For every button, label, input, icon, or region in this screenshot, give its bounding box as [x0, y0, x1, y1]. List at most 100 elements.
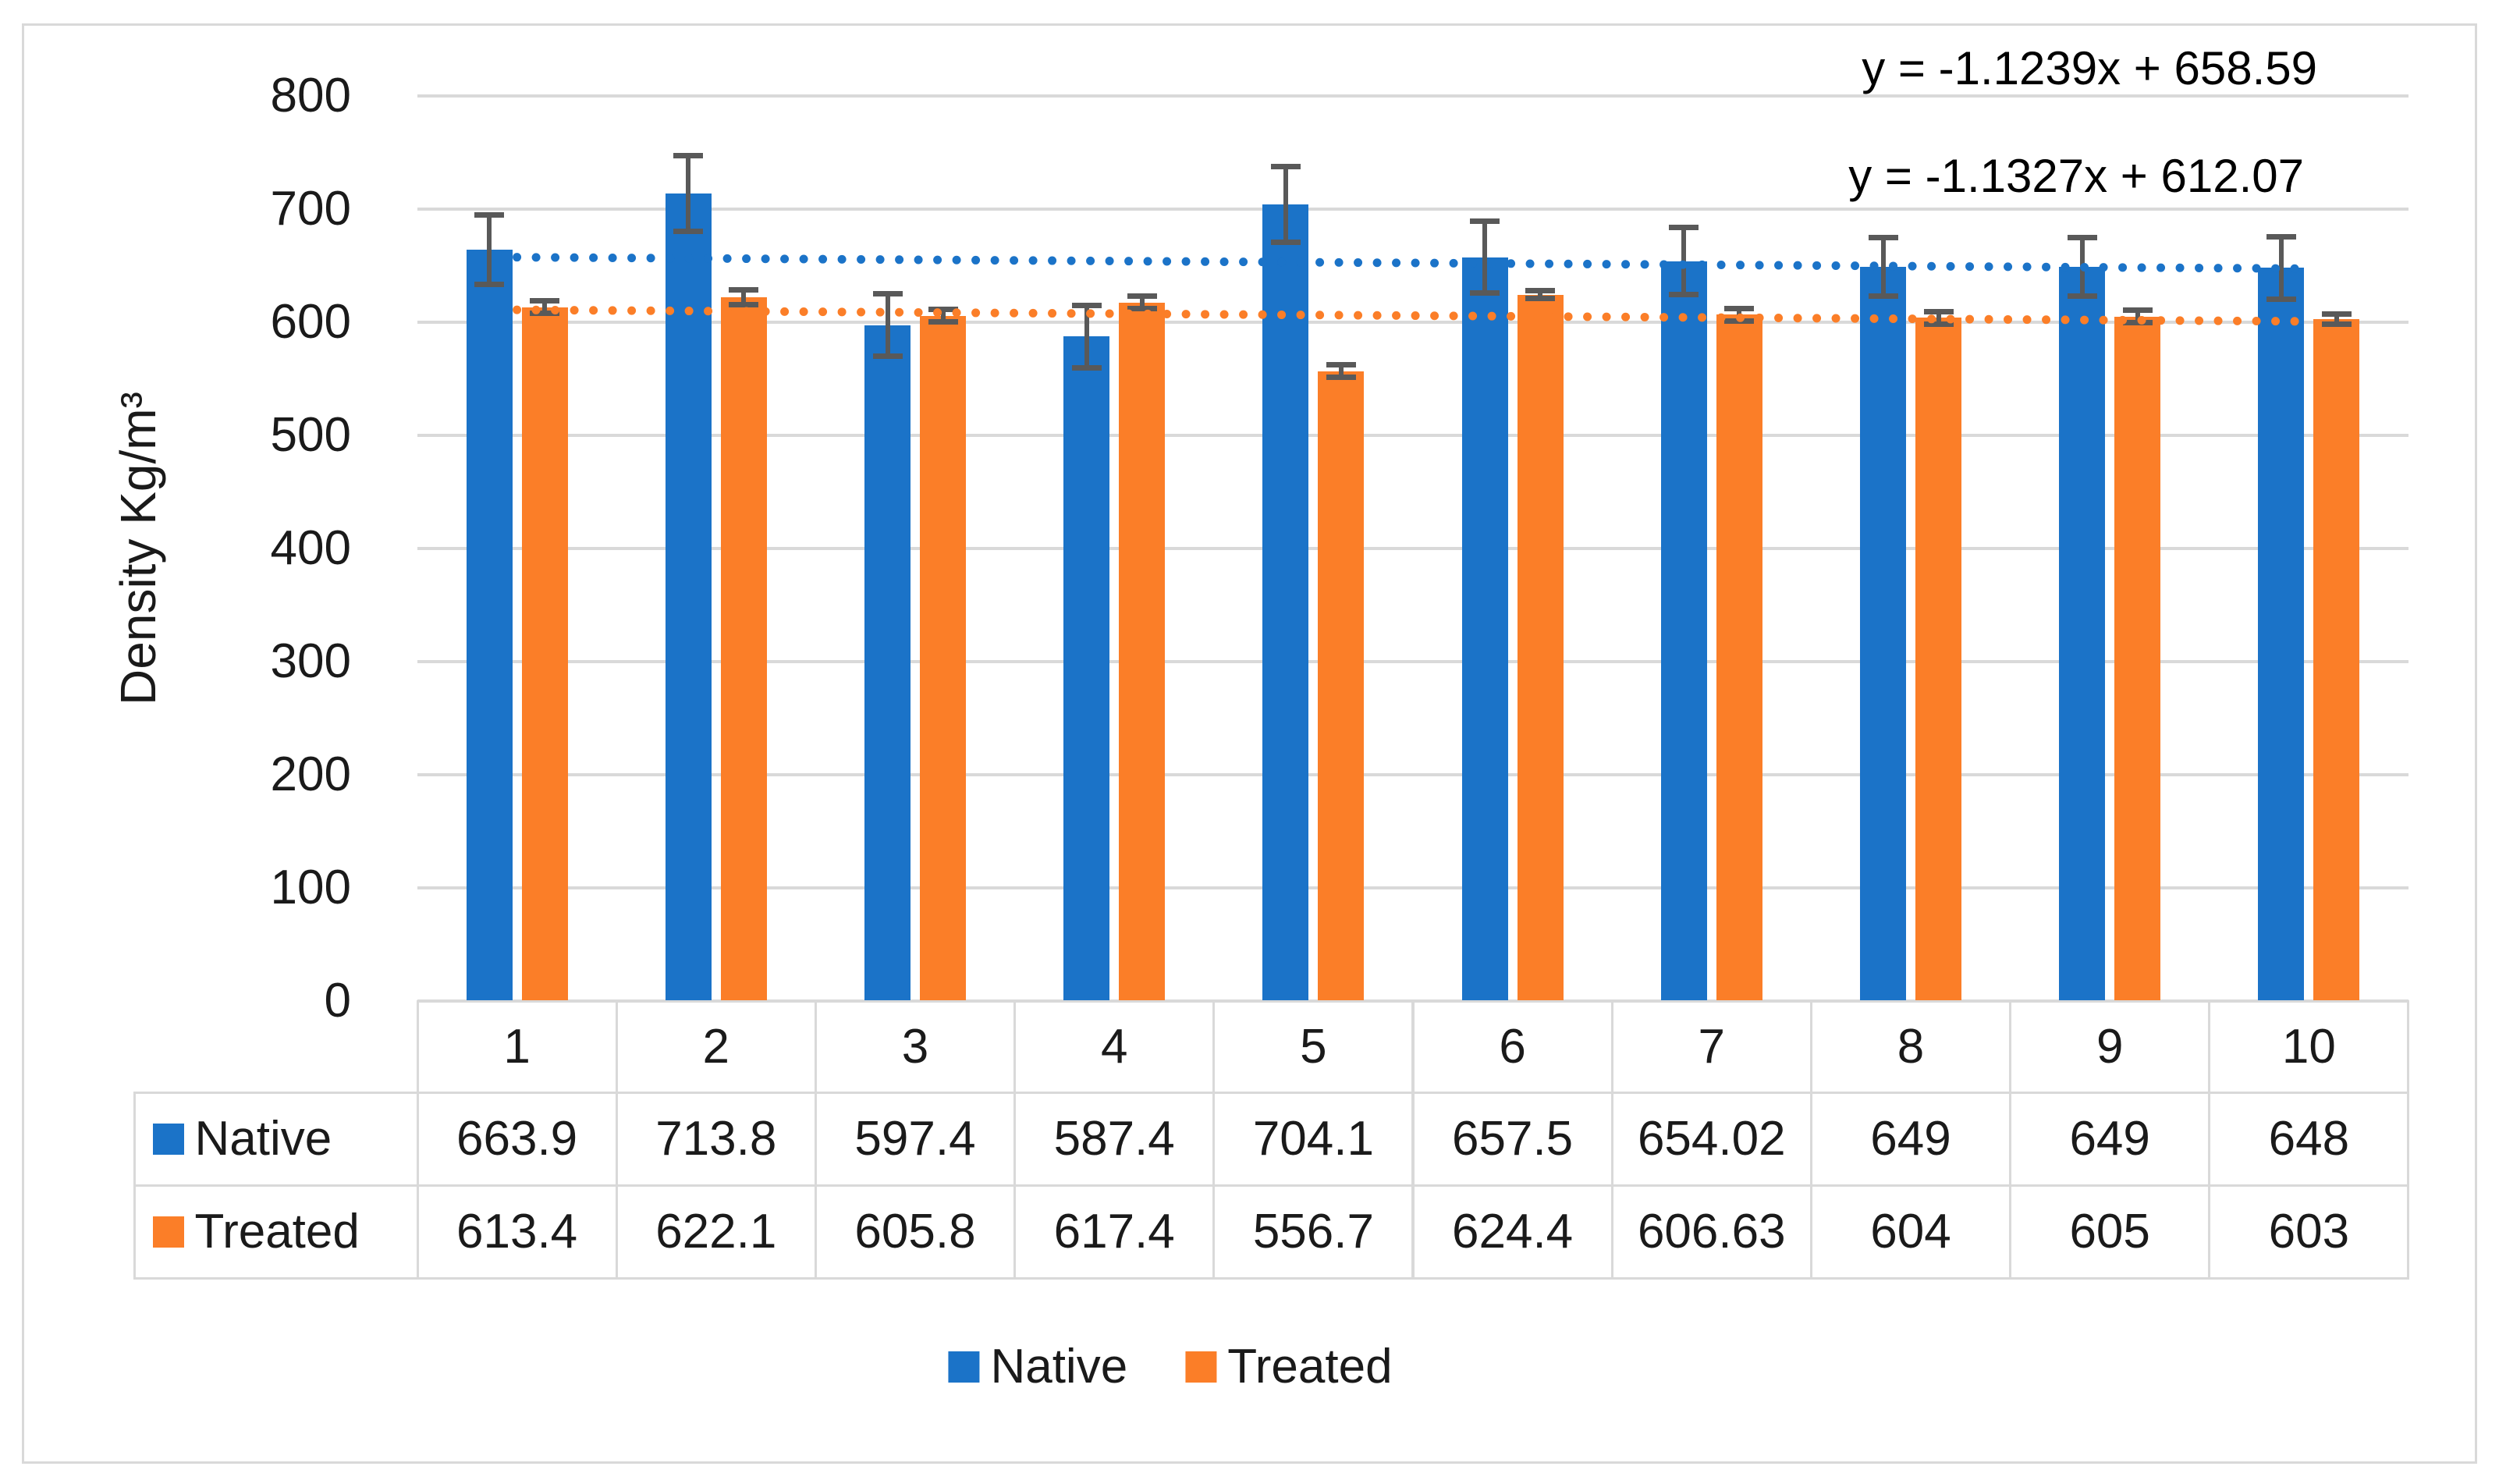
error-bar-treated-5	[1326, 362, 1356, 381]
error-bar-cap-top	[1669, 225, 1699, 231]
table-value-native-9: 649	[2009, 1091, 2211, 1187]
error-bar-cap-bottom	[1923, 321, 1954, 327]
y-tick-label-700: 700	[270, 182, 351, 236]
legend-swatch-treated	[1185, 1351, 1217, 1383]
error-bar-stem	[940, 306, 946, 325]
bar-native-3	[864, 325, 911, 1001]
error-bar-cap-bottom	[1669, 292, 1699, 298]
table-value-treated-4: 617.4	[1013, 1184, 1216, 1280]
bar-treated-5	[1318, 371, 1365, 1001]
error-bar-treated-8	[1923, 308, 1954, 327]
error-bar-cap-bottom	[2266, 296, 2296, 302]
error-bar-stem	[885, 291, 890, 360]
table-value-native-3: 597.4	[814, 1091, 1017, 1187]
error-bar-treated-1	[530, 297, 560, 317]
bar-native-1	[466, 250, 513, 1001]
error-bar-cap-bottom	[474, 282, 505, 288]
legend-swatch-native	[948, 1351, 980, 1383]
trendline-equation-native: y = -1.1239x + 658.59	[1862, 42, 2317, 94]
error-bar-stem	[2135, 307, 2140, 326]
table-value-treated-1: 613.4	[416, 1184, 618, 1280]
table-value-treated-7: 606.63	[1610, 1184, 1812, 1280]
bar-treated-6	[1517, 294, 1564, 1001]
error-bar-treated-2	[729, 286, 759, 307]
trendline-treated	[513, 305, 2313, 326]
error-bar-cap-top	[1270, 163, 1301, 169]
category-cell-4: 4	[1013, 999, 1216, 1094]
error-bar-cap-top	[673, 152, 704, 158]
legend-label-treated: Treated	[1227, 1340, 1393, 1393]
y-tick-label-400: 400	[270, 521, 351, 575]
error-bar-treated-10	[2321, 311, 2352, 327]
error-bar-cap-bottom	[1326, 375, 1356, 381]
table-value-native-4: 587.4	[1013, 1091, 1216, 1187]
table-value-treated-3: 605.8	[814, 1184, 1017, 1280]
error-bar-stem	[487, 212, 492, 288]
error-bar-cap-top	[1127, 293, 1157, 300]
error-bar-cap-top	[1525, 287, 1556, 293]
trendline-native	[513, 253, 2313, 273]
error-bar-cap-bottom	[1470, 289, 1500, 296]
error-bar-cap-top	[530, 297, 560, 304]
bar-treated-2	[720, 296, 767, 1001]
error-bar-cap-top	[1868, 235, 1898, 241]
error-bar-cap-top	[729, 286, 759, 293]
error-bar-cap-bottom	[872, 353, 903, 360]
error-bar-cap-bottom	[2122, 320, 2153, 326]
error-bar-stem	[542, 297, 548, 317]
error-bar-cap-bottom	[673, 229, 704, 235]
table-value-treated-8: 604	[1809, 1184, 2012, 1280]
bar-treated-7	[1716, 314, 1762, 1001]
table-value-treated-9: 605	[2009, 1184, 2211, 1280]
table-swatch-native	[152, 1123, 184, 1155]
gridline-600	[417, 321, 2408, 324]
error-bar-stem	[2278, 233, 2284, 302]
y-tick-label-600: 600	[270, 295, 351, 349]
legend-item-treated: Treated	[1185, 1339, 1393, 1394]
bar-treated-1	[521, 307, 568, 1001]
bar-native-5	[1262, 204, 1309, 1001]
table-key-native: Native	[133, 1091, 419, 1187]
gridline-400	[417, 547, 2408, 550]
error-bar-cap-bottom	[1525, 296, 1556, 302]
gridline-500	[417, 434, 2408, 437]
error-bar-treated-9	[2122, 307, 2153, 326]
y-tick-label-100: 100	[270, 861, 351, 914]
bar-native-8	[1860, 266, 1906, 1001]
category-cell-2: 2	[615, 999, 817, 1094]
table-value-native-2: 713.8	[615, 1091, 817, 1187]
error-bar-cap-top	[1326, 362, 1356, 368]
error-bar-stem	[1482, 218, 1488, 296]
error-bar-stem	[686, 152, 691, 235]
bar-treated-4	[1119, 302, 1166, 1001]
gridline-200	[417, 773, 2408, 776]
bar-native-7	[1660, 261, 1707, 1001]
error-bar-native-10	[2266, 233, 2296, 302]
error-bar-treated-4	[1127, 293, 1157, 312]
y-tick-label-500: 500	[270, 408, 351, 462]
table-row-label: Native	[194, 1112, 332, 1166]
error-bar-cap-top	[1470, 218, 1500, 225]
error-bar-cap-top	[2122, 307, 2153, 314]
error-bar-cap-bottom	[1127, 306, 1157, 312]
category-cell-3: 3	[814, 999, 1017, 1094]
bar-native-4	[1063, 336, 1110, 1001]
table-value-native-7: 654.02	[1610, 1091, 1812, 1187]
error-bar-cap-bottom	[928, 319, 958, 325]
plot-area	[417, 94, 2408, 1003]
bar-treated-9	[2114, 316, 2161, 1001]
error-bar-cap-bottom	[1071, 364, 1102, 371]
category-cell-1: 1	[416, 999, 618, 1094]
error-bar-native-8	[1868, 235, 1898, 299]
y-tick-label-300: 300	[270, 634, 351, 688]
error-bar-stem	[1538, 287, 1543, 302]
error-bar-cap-bottom	[729, 301, 759, 307]
table-value-native-1: 663.9	[416, 1091, 618, 1187]
error-bar-treated-3	[928, 306, 958, 325]
gridline-800	[417, 94, 2408, 98]
category-cell-8: 8	[1809, 999, 2012, 1094]
category-cell-6: 6	[1411, 999, 1613, 1094]
error-bar-cap-top	[1923, 308, 1954, 314]
error-bar-cap-bottom	[530, 311, 560, 317]
